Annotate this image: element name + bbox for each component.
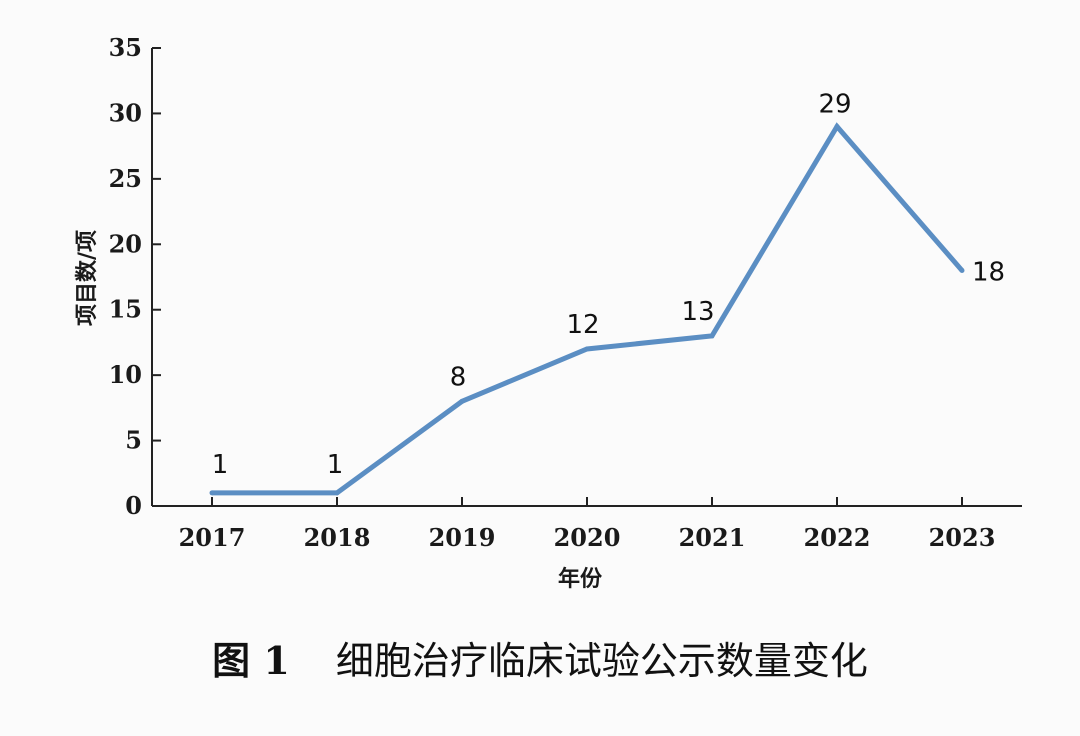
- x-axis: 2017 2018 2019 2020 2021 2022 2023: [152, 497, 1022, 552]
- y-axis-title: 项目数/项: [74, 230, 100, 326]
- data-point: [334, 490, 340, 496]
- figure-caption-text: 细胞治疗临床试验公示数量变化: [335, 639, 868, 683]
- data-label: 13: [681, 297, 714, 327]
- x-tick-label: 2021: [679, 523, 746, 552]
- y-tick-label: 30: [109, 98, 142, 127]
- data-point: [709, 333, 715, 339]
- data-label: 1: [212, 450, 229, 480]
- data-label: 29: [818, 90, 851, 120]
- data-point: [584, 346, 590, 352]
- figure-number: 图 1: [212, 638, 290, 683]
- y-tick-label: 15: [109, 295, 142, 324]
- data-point: [459, 398, 465, 404]
- x-tick-label: 2020: [554, 523, 621, 552]
- data-label: 1: [327, 450, 344, 480]
- y-tick-label: 5: [125, 426, 142, 455]
- data-point: [834, 124, 840, 130]
- data-label: 8: [450, 362, 467, 392]
- y-tick-label: 20: [109, 229, 142, 258]
- figure-caption: 图 1 细胞治疗临床试验公示数量变化: [0, 630, 1080, 685]
- data-label: 12: [566, 310, 599, 340]
- y-axis: 0 5 10 15 20 25 30 35: [109, 33, 161, 520]
- x-tick-label: 2018: [304, 523, 371, 552]
- series-layer: [209, 122, 965, 496]
- y-tick-label: 25: [109, 164, 142, 193]
- x-axis-title: 年份: [558, 566, 603, 592]
- data-point: [959, 267, 965, 273]
- data-label: 18: [972, 257, 1005, 287]
- y-tick-label: 0: [125, 491, 142, 520]
- x-tick-label: 2019: [429, 523, 496, 552]
- x-tick-label: 2017: [179, 523, 246, 552]
- x-tick-label: 2022: [804, 523, 871, 552]
- data-point: [209, 490, 215, 496]
- y-tick-label: 10: [109, 360, 142, 389]
- x-tick-label: 2023: [929, 523, 996, 552]
- y-tick-label: 35: [109, 33, 142, 62]
